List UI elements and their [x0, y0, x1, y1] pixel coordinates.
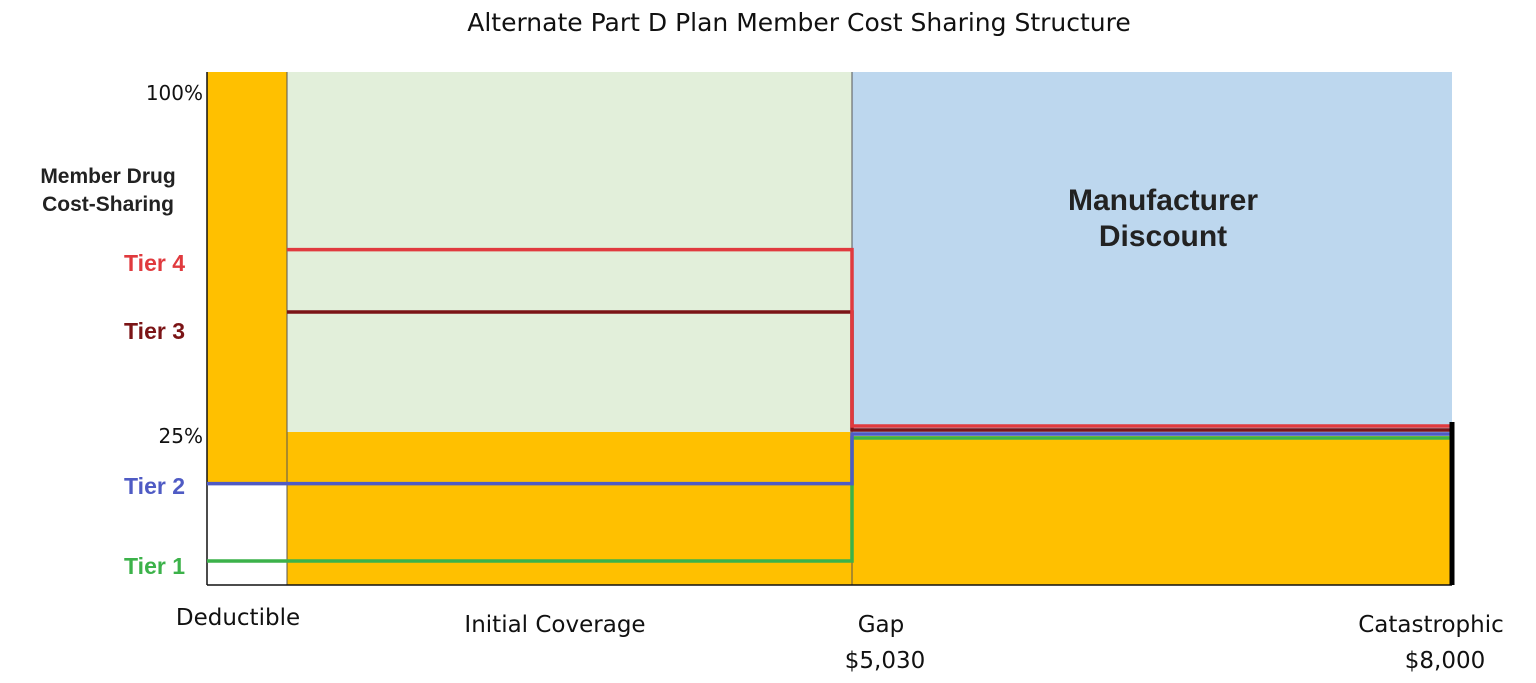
- tier-label-tier-2: Tier 2: [124, 473, 185, 499]
- phase-label-deductible: Deductible: [176, 605, 300, 631]
- gap-member-region: [852, 436, 1452, 585]
- y-tick-100: 100%: [146, 81, 203, 105]
- phase-label-catastrophic: Catastrophic: [1358, 612, 1504, 638]
- y-axis-label-line-1: Member Drug: [40, 165, 175, 188]
- phase-regions: [206, 72, 1452, 586]
- gap-amount-label: $5,030: [845, 648, 925, 674]
- y-tick-25: 25%: [159, 424, 203, 448]
- manufacturer-label-line-1: Manufacturer: [1068, 184, 1258, 217]
- tier-line-tier-2: [207, 432, 1452, 486]
- tier-line-tier-1: [207, 436, 1452, 563]
- manufacturer-label-line-2: Discount: [1099, 220, 1227, 253]
- tier-label-tier-4: Tier 4: [124, 250, 185, 276]
- tier-label-tier-1: Tier 1: [124, 553, 185, 579]
- chart-labels: 100% 25% Member Drug Cost-Sharing Tier 4 Tier…: [40, 81, 1503, 674]
- y-axis-label-line-2: Cost-Sharing: [42, 193, 174, 216]
- chart-title: Alternate Part D Plan Member Cost Sharin…: [467, 8, 1131, 37]
- catastrophic-amount-label: $8,000: [1405, 648, 1485, 674]
- tier-lines: [207, 247, 1455, 585]
- tier-line-tier-4: [287, 247, 1452, 428]
- tier-label-tier-3: Tier 3: [124, 318, 185, 344]
- phase-label-gap: Gap: [858, 612, 905, 638]
- phase-label-initial-coverage: Initial Coverage: [464, 612, 645, 638]
- deductible-member-region: [207, 72, 287, 483]
